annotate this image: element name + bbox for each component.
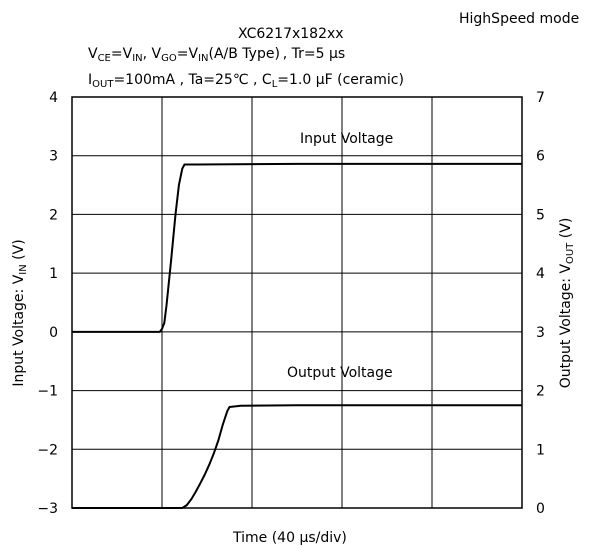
- y-right-tick-label: 7: [536, 90, 545, 106]
- y-right-tick-label: 6: [536, 149, 545, 165]
- y-left-tick-label: 3: [49, 149, 58, 165]
- series-line-input-voltage: [72, 162, 522, 333]
- y-left-tick-label: −3: [37, 501, 58, 517]
- x-axis-label: Time (40 μs/div): [233, 530, 347, 546]
- y-axis-left-label: Input Voltage: VIN (V): [11, 239, 29, 387]
- chart-grid: [71, 96, 523, 509]
- y-right-tick-label: 3: [536, 325, 545, 341]
- y-left-tick-label: −1: [37, 384, 58, 400]
- condition-line-2: IOUT=100mA , Ta=25℃ , CL=1.0 μF (ceramic…: [88, 72, 404, 90]
- y-right-tick-label: 4: [536, 266, 545, 282]
- y-right-tick-label: 2: [536, 384, 545, 400]
- y-left-tick-label: 0: [49, 325, 58, 341]
- y-right-tick-label: 1: [536, 442, 545, 458]
- annotation-output-voltage: Output Voltage: [287, 365, 393, 381]
- y-left-tick-label: 4: [49, 90, 58, 106]
- y-left-tick-label: −2: [37, 442, 58, 458]
- y-axis-right-label: Output Voltage: VOUT (V): [558, 217, 576, 389]
- plot-frame: [71, 96, 523, 509]
- series-line-output-voltage: [72, 404, 522, 509]
- y-left-tick-label: 2: [49, 207, 58, 223]
- y-right-tick-label: 0: [536, 501, 545, 517]
- chart-title: XC6217x182xx: [238, 26, 344, 42]
- annotation-input-voltage: Input Voltage: [300, 131, 393, 147]
- y-left-tick-label: 1: [49, 266, 58, 282]
- axis-ticks: 4 3 2 1 0 −1 −2 −3 7 6 5 4 3 2 1 0: [37, 90, 545, 517]
- y-right-tick-label: 5: [536, 207, 545, 223]
- mode-label: HighSpeed mode: [459, 11, 580, 27]
- chart-series: [72, 162, 522, 509]
- condition-line-1: VCE=VIN, VGO=VIN(A/B Type) , Tr=5 μs: [88, 46, 346, 64]
